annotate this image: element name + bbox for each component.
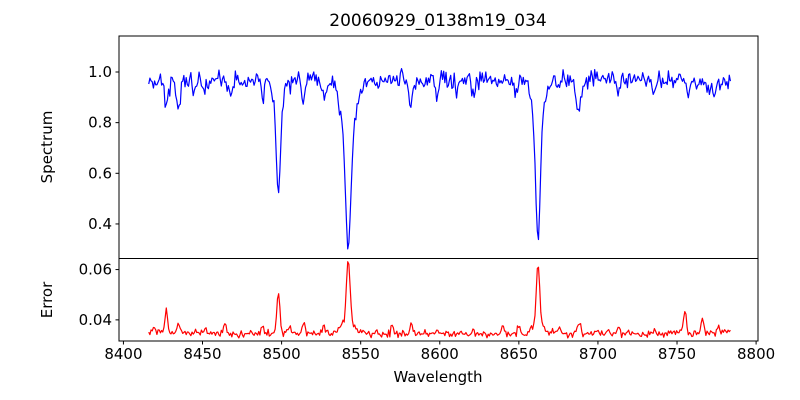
bottom-axes-frame [118, 258, 759, 342]
error-y-tick-label: 0.04 [79, 311, 112, 329]
x-tick-label: 8450 [183, 345, 221, 363]
x-tick-label: 8500 [263, 345, 301, 363]
top-axes-frame [118, 35, 759, 259]
x-tick-label: 8700 [579, 345, 617, 363]
x-tick-label: 8550 [342, 345, 380, 363]
x-tick-label: 8400 [104, 345, 142, 363]
spectrum-y-tick-label: 1.0 [88, 63, 112, 81]
x-tick-label: 8750 [658, 345, 696, 363]
x-tick-label: 8650 [500, 345, 538, 363]
error-y-tick-label: 0.06 [79, 261, 112, 279]
x-tick-label: 8600 [421, 345, 459, 363]
x-tick-label: 8800 [737, 345, 775, 363]
spectrum-y-tick-label: 0.6 [88, 164, 112, 182]
error-line [148, 261, 731, 339]
spectrum-line [148, 68, 732, 250]
chart-title: 20060929_0138m19_034 [329, 11, 547, 31]
x-axis-label: Wavelength [393, 368, 483, 386]
spectrum-y-tick-label: 0.8 [88, 114, 112, 132]
spectrum-y-tick-label: 0.4 [88, 215, 112, 233]
